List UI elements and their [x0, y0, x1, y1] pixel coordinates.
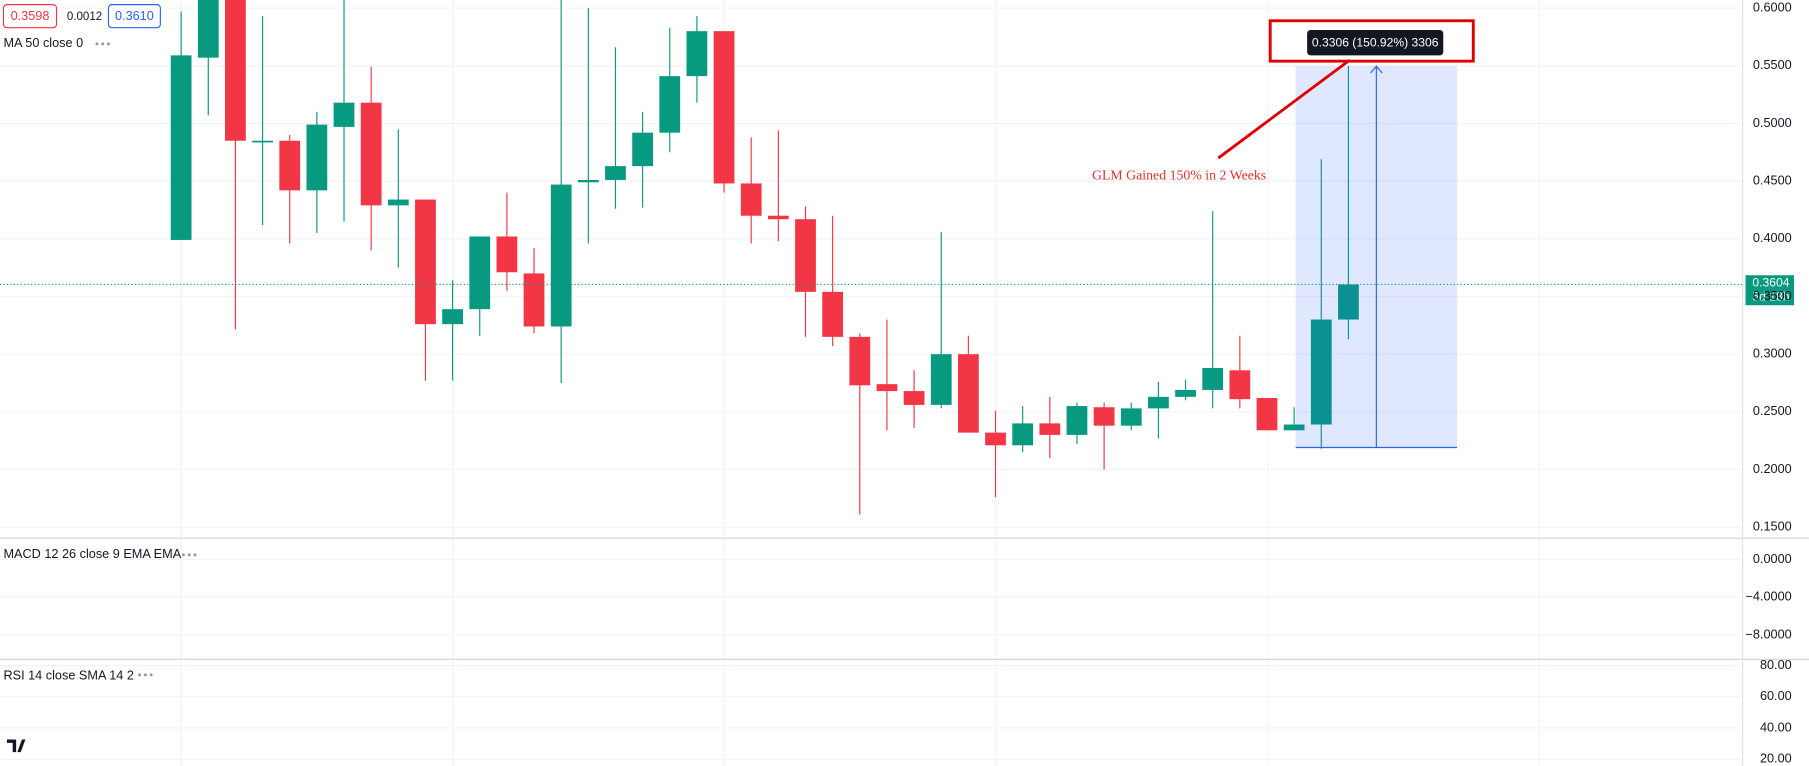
more-dots[interactable] — [95, 42, 110, 46]
more-dots[interactable] — [181, 553, 197, 557]
y-tick-label: −8.0000 — [1745, 627, 1791, 641]
grid-layer — [0, 7, 1743, 760]
y-tick-label: 0.4000 — [1753, 231, 1792, 245]
y-tick-label: 40.00 — [1760, 720, 1792, 734]
candle-body — [1202, 368, 1224, 390]
measure-arrowhead — [1370, 65, 1383, 74]
countdown: 5d 18h — [1752, 289, 1789, 303]
close-value: 0.3610 — [115, 9, 154, 23]
candle-body — [713, 31, 735, 184]
candle-body — [1012, 423, 1034, 446]
candle-body — [795, 219, 816, 292]
y-tick-label: 20.00 — [1760, 752, 1792, 766]
annotation: GLM Gained 150% in 2 Weeks — [1092, 168, 1266, 183]
candle-body — [740, 183, 762, 216]
candle-body — [957, 354, 979, 433]
measure-label: 0.3306 (150.92%) 3306 — [1312, 35, 1439, 49]
change-value: 0.0012 — [67, 11, 102, 23]
candle-body — [1093, 407, 1115, 426]
annotation-arrow — [1217, 58, 1351, 160]
candle-body — [849, 336, 871, 386]
candle-body — [387, 199, 409, 206]
y-tick-label: −4.0000 — [1745, 590, 1791, 604]
candle-body — [496, 236, 518, 273]
last-price-box — [1745, 275, 1795, 306]
candle-body — [659, 76, 681, 133]
candle-body — [306, 124, 328, 191]
open-box — [2, 4, 58, 29]
y-tick-label: 0.0000 — [1753, 552, 1792, 566]
candle-body — [1229, 370, 1251, 400]
candle-body — [577, 179, 599, 183]
candle-body — [170, 55, 192, 240]
candle-body — [225, 0, 246, 141]
y-tick-label: 0.6000 — [1753, 0, 1792, 14]
y-tick-label: 0.5000 — [1753, 116, 1792, 130]
candle-body — [985, 432, 1006, 446]
candle-body — [605, 166, 626, 180]
open-value: 0.3598 — [11, 9, 50, 23]
last-price-label: 0.3604 — [1752, 276, 1789, 290]
y-tick-label: 0.4500 — [1753, 173, 1792, 187]
candle-body — [523, 273, 545, 327]
y-tick-label: 80.00 — [1760, 658, 1792, 672]
candle-body — [1066, 406, 1088, 435]
candle-body — [550, 184, 572, 327]
annotation-box — [1268, 19, 1475, 63]
candle-body — [360, 102, 382, 206]
candle-body — [1120, 408, 1142, 426]
candle-body — [1256, 397, 1278, 431]
candle-body — [252, 140, 273, 143]
candle-body — [1175, 389, 1196, 397]
candle-body — [822, 291, 844, 337]
y-tick-label: 0.5500 — [1753, 58, 1792, 72]
candle-body — [1338, 284, 1359, 320]
logo — [3, 733, 34, 757]
candle-body — [1283, 424, 1305, 431]
y-tick-label: 60.00 — [1760, 689, 1792, 703]
measure-label-box — [1307, 29, 1444, 56]
candle-body — [442, 309, 463, 325]
y-tick-label: 0.1500 — [1753, 520, 1792, 534]
candles — [170, 0, 1359, 515]
candle-body — [876, 384, 898, 392]
indicator-title: RSI 14 close SMA 14 2 — [3, 668, 133, 682]
candle-body — [1310, 319, 1332, 425]
y-tick-label: 0.3000 — [1753, 347, 1792, 361]
candle-body — [333, 102, 355, 127]
ma-label: MA 50 close 0 — [3, 36, 83, 50]
y-tick-label: 0.3500 — [1753, 289, 1792, 303]
candle-body — [469, 236, 491, 310]
candle-body — [930, 354, 952, 405]
candle-body — [903, 391, 925, 405]
candle-body — [197, 0, 219, 58]
y-tick-label: 0.2500 — [1753, 404, 1792, 418]
candle-body — [686, 31, 708, 77]
y-tick-label: 0.2000 — [1753, 462, 1792, 476]
close-box — [107, 4, 161, 29]
candle-body — [279, 140, 301, 191]
candle-body — [767, 215, 789, 220]
candle-body — [632, 132, 654, 167]
indicator-title: MACD 12 26 close 9 EMA EMA — [3, 547, 181, 561]
candle-body — [1039, 423, 1061, 435]
candle-body — [1148, 396, 1169, 409]
candle-body — [415, 199, 436, 325]
more-dots[interactable] — [138, 673, 153, 677]
